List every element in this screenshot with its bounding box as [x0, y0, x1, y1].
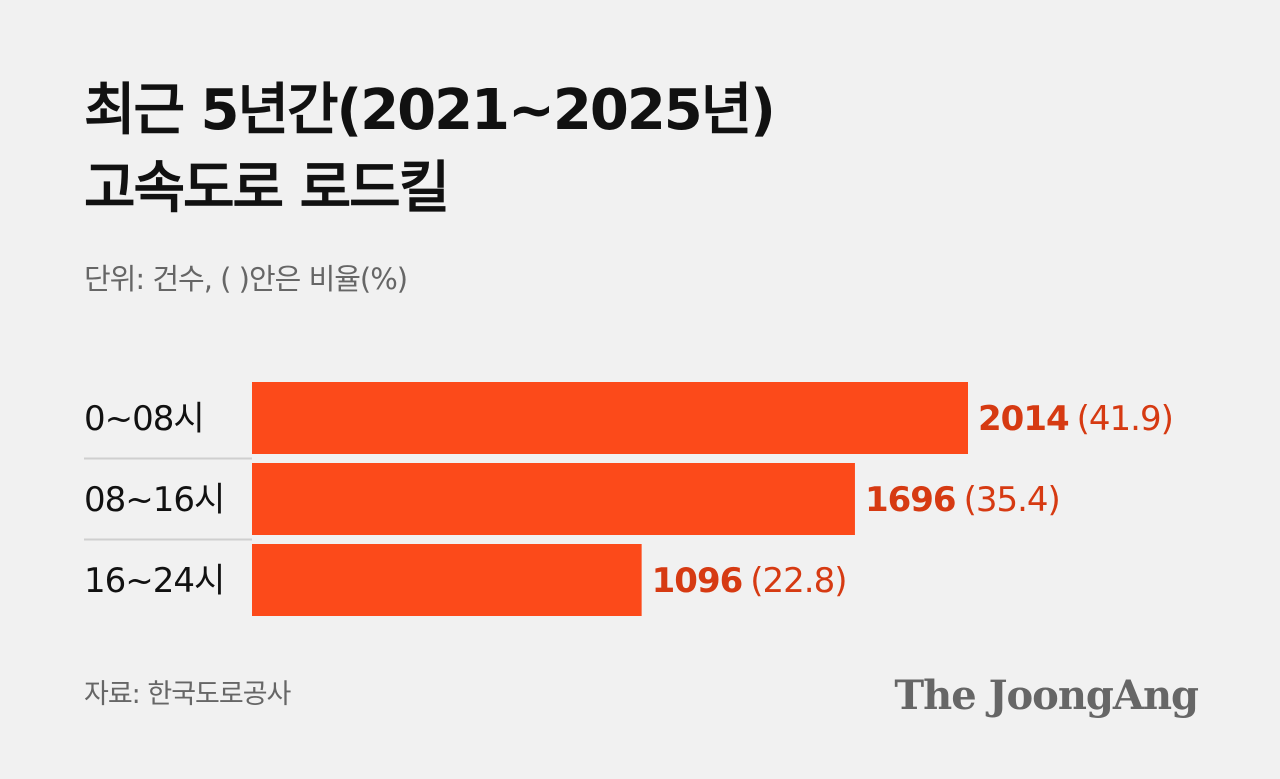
value-percent: (22.8): [750, 561, 846, 601]
value-label: 2014 (41.9): [978, 399, 1173, 439]
bar: [252, 463, 855, 535]
value-label: 1696 (35.4): [865, 480, 1060, 520]
bar: [252, 382, 968, 454]
publisher-logo: The JoongAng: [894, 672, 1199, 719]
value-count: 2014: [978, 399, 1069, 439]
chart-title: 최근 5년간(2021~2025년) 고속도로 로드킬: [84, 72, 776, 228]
value-percent: (41.9): [1077, 399, 1173, 439]
category-label: 0~08시: [84, 399, 204, 439]
value-count: 1096: [652, 561, 743, 601]
value-label: 1096 (22.8): [652, 561, 847, 601]
value-count: 1696: [865, 480, 956, 520]
chart-title-line1: 최근 5년간(2021~2025년): [84, 78, 776, 143]
category-label: 08~16시: [84, 480, 224, 520]
source-note: 자료: 한국도로공사: [84, 679, 291, 710]
unit-note: 단위: 건수, ( )안은 비율(%): [84, 262, 408, 296]
category-label: 16~24시: [84, 561, 224, 601]
value-percent: (35.4): [964, 480, 1060, 520]
bar: [252, 544, 642, 616]
bar-chart: 0~08시 2014 (41.9) 08~16시 1696 (35.4) 16~24시 109…: [84, 382, 1174, 616]
chart-title-line2: 고속도로 로드킬: [84, 156, 450, 221]
